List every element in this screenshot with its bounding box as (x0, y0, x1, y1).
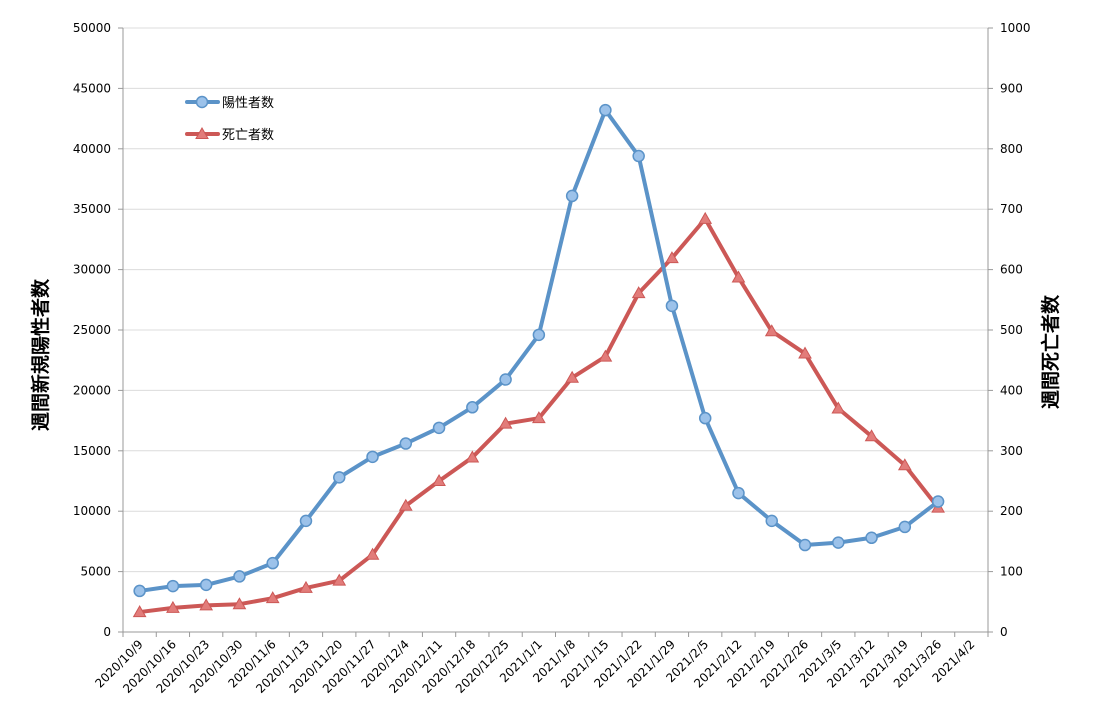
point-marker (599, 103, 612, 117)
point-marker (398, 498, 413, 511)
point-marker (532, 411, 546, 424)
point-marker (299, 514, 313, 528)
point-marker (266, 556, 279, 570)
y-axis-right-title: 週間死亡者数 (1039, 294, 1062, 409)
point-marker (265, 591, 280, 604)
point-marker (199, 578, 213, 592)
point-marker (399, 437, 413, 450)
point-marker (432, 473, 446, 486)
point-marker (565, 189, 579, 203)
point-marker (166, 600, 180, 613)
point-marker (332, 573, 347, 586)
point-marker (195, 95, 209, 109)
point-marker (798, 538, 812, 552)
series-deaths (132, 211, 945, 618)
point-marker (365, 547, 380, 560)
legend-item: 陽性者数 (185, 95, 274, 111)
point-marker (366, 450, 379, 464)
point-marker (133, 584, 146, 598)
point-marker (632, 149, 645, 163)
point-marker (731, 270, 746, 283)
point-marker (166, 579, 180, 593)
point-marker (466, 401, 479, 414)
y-axis-left-title: 週間新規陽性者数 (29, 278, 52, 431)
y-right-tick-label: 900 (1000, 81, 1023, 95)
point-marker (498, 416, 513, 429)
point-marker (631, 286, 646, 299)
point-marker (698, 211, 713, 224)
point-marker (233, 570, 246, 583)
y-left-tick-label: 45000 (73, 81, 111, 95)
point-marker (195, 126, 209, 139)
legend-label: 死亡者数 (222, 128, 274, 143)
point-marker (432, 421, 446, 435)
y-right-tick-label: 200 (1000, 504, 1023, 518)
tick-labels: 0500010000150002000025000300003500040000… (73, 21, 1031, 696)
point-marker (864, 429, 879, 442)
y-right-tick-label: 1000 (1000, 21, 1031, 35)
point-marker (931, 495, 945, 508)
y-left-tick-label: 50000 (73, 21, 111, 35)
y-left-tick-label: 25000 (73, 323, 111, 337)
y-right-tick-label: 600 (1000, 263, 1023, 277)
legend-label: 陽性者数 (222, 96, 274, 111)
y-left-tick-label: 40000 (73, 142, 111, 156)
point-marker (798, 346, 812, 359)
point-marker (832, 536, 845, 549)
point-marker (333, 471, 346, 484)
y-left-tick-label: 5000 (80, 565, 111, 579)
y-left-tick-label: 35000 (73, 202, 111, 216)
point-marker (565, 370, 579, 383)
y-right-tick-label: 100 (1000, 565, 1023, 579)
y-right-tick-label: 700 (1000, 202, 1023, 216)
y-right-tick-label: 400 (1000, 383, 1023, 397)
point-marker (898, 520, 912, 534)
y-right-tick-label: 300 (1000, 444, 1023, 458)
y-left-tick-label: 20000 (73, 383, 111, 397)
legend-item: 死亡者数 (185, 126, 274, 143)
point-marker (765, 514, 778, 528)
series-positives (133, 103, 945, 598)
point-marker (598, 349, 613, 362)
y-right-tick-label: 500 (1000, 323, 1023, 337)
point-marker (698, 411, 712, 425)
point-marker (665, 299, 679, 313)
point-marker (299, 580, 313, 593)
point-marker (665, 251, 679, 264)
point-marker (764, 324, 779, 337)
point-marker (132, 605, 147, 618)
y-left-tick-label: 10000 (73, 504, 111, 518)
point-marker (865, 531, 878, 545)
point-marker (499, 373, 512, 386)
y-right-tick-label: 0 (1000, 625, 1008, 639)
y-left-tick-label: 0 (103, 625, 111, 639)
point-marker (831, 401, 846, 414)
y-right-tick-label: 800 (1000, 142, 1023, 156)
point-marker (732, 486, 745, 500)
point-marker (465, 450, 480, 463)
y-left-tick-label: 15000 (73, 444, 111, 458)
point-marker (232, 597, 247, 610)
series-line (137, 108, 941, 593)
axes (118, 27, 993, 637)
point-marker (532, 328, 546, 342)
point-marker (199, 598, 214, 611)
point-marker (897, 458, 912, 471)
series-layer (132, 103, 945, 618)
y-left-tick-label: 30000 (73, 263, 111, 277)
